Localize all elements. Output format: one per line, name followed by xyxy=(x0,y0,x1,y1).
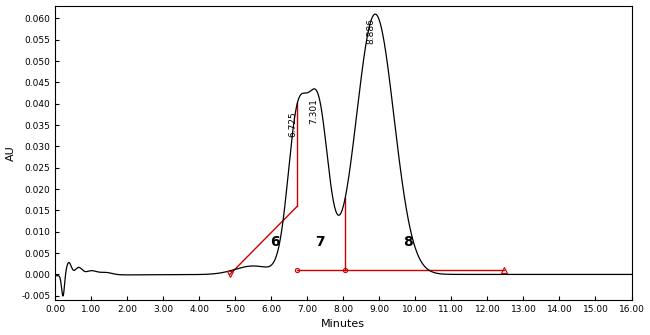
Text: 8: 8 xyxy=(403,235,413,249)
Text: 6: 6 xyxy=(270,235,280,249)
Y-axis label: AU: AU xyxy=(6,145,16,161)
X-axis label: Minutes: Minutes xyxy=(321,320,365,329)
Text: 7: 7 xyxy=(315,235,325,249)
Text: 8.886: 8.886 xyxy=(366,18,375,44)
Text: 7.301: 7.301 xyxy=(309,98,318,124)
Text: 6.725: 6.725 xyxy=(289,111,298,137)
